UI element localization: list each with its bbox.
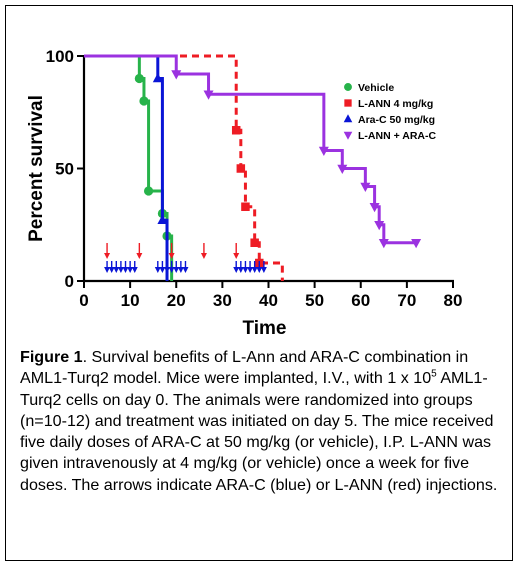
x-axis-title: Time [242,318,286,339]
series-marker-0 [139,96,149,106]
legend-label-0: Vehicle [358,82,394,94]
ara-c-arrow-head [173,267,180,273]
x-tick-label: 70 [397,291,416,310]
ara-c-arrow-head [237,267,244,273]
series-marker-3 [203,90,214,100]
series-marker-3 [369,203,380,213]
ara-c-arrow-head [117,267,124,273]
legend-label-2: Ara-C 50 mg/kg [358,114,435,126]
ara-c-arrow-head [113,267,120,273]
series-marker-1 [231,126,241,135]
x-tick-label: 80 [444,291,463,310]
l-ann-arrow-head [168,253,175,259]
series-marker-3 [171,70,182,80]
series-line-0 [84,54,174,281]
ara-c-arrow-head [177,267,184,273]
figure-label: Figure 1 [20,348,83,366]
y-tick-label: 0 [65,272,74,291]
x-tick-label: 10 [121,291,140,310]
series-marker-0 [143,186,154,196]
l-ann-arrow-head [136,253,143,259]
y-axis-title: Percent survival [26,95,47,242]
y-tick-label: 100 [46,47,74,66]
x-tick-label: 60 [351,291,370,310]
x-tick-label: 50 [305,291,324,310]
series-marker-3 [337,164,348,174]
l-ann-arrow-head [200,253,207,259]
caption-text-1: . Survival benefits of L-Ann and ARA-C c… [20,348,469,388]
series-marker-1 [236,164,246,173]
ara-c-arrow-head [168,267,175,273]
caption-superscript: 5 [431,368,437,380]
ara-c-arrow-head [233,267,240,273]
series-marker-1 [250,238,259,247]
ara-c-arrow-head [159,267,166,273]
ara-c-arrow-head [256,267,263,273]
legend-marker-3 [343,131,353,140]
caption-text-2: AML1-Turq2 cells on day 0. The animals w… [20,369,498,494]
series-marker-0 [134,73,144,84]
x-tick-label: 30 [213,291,232,310]
ara-c-arrow-head [164,267,171,273]
ara-c-arrow-head [260,267,267,273]
y-tick-label: 50 [55,160,74,179]
ara-c-arrow-head [242,267,249,273]
legend-marker-1 [344,99,352,107]
ara-c-arrow-head [127,267,134,273]
series-marker-3 [411,239,422,249]
l-ann-arrow-head [233,253,240,259]
series-marker-3 [374,221,385,231]
series-marker-3 [378,239,389,249]
figure-frame [5,5,513,561]
series-line-1 [84,54,284,281]
legend-marker-0 [344,83,352,91]
x-tick-label: 40 [259,291,278,310]
ara-c-arrow-head [247,267,254,273]
survival-chart: 0 50 100 0 10 20 30 40 50 60 70 80 Time Percent survi… [26,47,463,339]
series-marker-2 [152,73,163,83]
legend-label-3: L-ANN + ARA-C [358,130,436,142]
series-marker-2 [157,214,168,224]
series-marker-3 [360,182,371,192]
ara-c-arrow-head [122,267,129,273]
legend-marker-2 [343,114,353,123]
l-ann-arrow-head [104,253,111,259]
x-tick-label: 0 [79,291,88,310]
ara-c-arrow-head [182,267,189,273]
series-marker-3 [318,146,329,156]
x-tick-label: 20 [167,291,186,310]
series-line-2 [84,54,169,281]
ara-c-arrow-head [251,267,258,273]
ara-c-arrow-head [104,267,111,273]
legend-label-1: L-ANN 4 mg/kg [358,98,433,110]
ara-c-arrow-head [154,267,161,273]
ara-c-arrow-head [131,267,138,273]
series-marker-1 [241,202,250,211]
ara-c-arrow-head [108,267,115,273]
figure-caption: Figure 1. Survival benefits of L-Ann and… [20,347,504,496]
